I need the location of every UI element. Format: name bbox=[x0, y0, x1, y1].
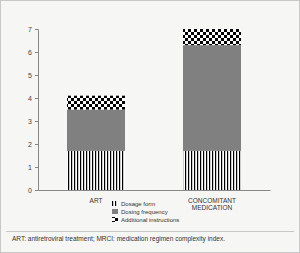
bar-segment bbox=[67, 96, 125, 110]
legend-swatch bbox=[112, 217, 118, 222]
y-tick-mark bbox=[35, 167, 38, 168]
y-tick-mark bbox=[35, 29, 38, 30]
bars bbox=[67, 29, 241, 190]
legend-swatch bbox=[112, 209, 118, 214]
y-tick-label: 3 bbox=[28, 118, 32, 125]
legend-label: Dosing frequency bbox=[121, 209, 168, 215]
y-tick-mark bbox=[35, 121, 38, 122]
y-tick-label: 6 bbox=[28, 49, 32, 56]
y-tick: 6 bbox=[28, 49, 38, 56]
y-tick: 7 bbox=[28, 26, 38, 33]
y-tick: 1 bbox=[28, 164, 38, 171]
x-tick: CONCOMITANTMEDICATION bbox=[188, 190, 236, 211]
series bbox=[67, 29, 241, 110]
y-axis: 0 1 2 3 4 5 6 7 bbox=[28, 26, 38, 194]
chart: 0 1 2 3 4 5 6 7 ART CONCOMITANTMEDICATION Dosage f… bbox=[0, 0, 300, 253]
bar-segment bbox=[67, 110, 125, 151]
y-tick-label: 0 bbox=[28, 187, 32, 194]
bar-segment bbox=[67, 151, 125, 190]
y-tick-label: 4 bbox=[28, 95, 32, 102]
bar-segment bbox=[183, 29, 241, 45]
y-tick: 3 bbox=[28, 118, 38, 125]
bar-segment bbox=[183, 45, 241, 151]
x-axis-line bbox=[39, 190, 271, 191]
y-tick-mark bbox=[35, 75, 38, 76]
y-tick: 5 bbox=[28, 72, 38, 79]
y-tick-mark bbox=[35, 52, 38, 53]
legend: Dosage form Dosing frequency Additional in… bbox=[112, 201, 179, 223]
legend-swatch bbox=[112, 201, 118, 206]
background bbox=[1, 1, 300, 253]
plot: 0 1 2 3 4 5 6 7 ART CONCOMITANTMEDICATION bbox=[28, 26, 270, 211]
y-tick-mark bbox=[35, 98, 38, 99]
x-tick-label: ART bbox=[90, 197, 103, 204]
y-tick-mark bbox=[35, 190, 38, 191]
legend-item: Dosing frequency bbox=[112, 209, 168, 215]
footnote: ART: antiretroviral treatment; MRCI: med… bbox=[12, 235, 288, 243]
y-tick-label: 5 bbox=[28, 72, 32, 79]
y-tick-label: 1 bbox=[28, 164, 32, 171]
legend-item: Dosage form bbox=[112, 201, 155, 207]
legend-label: Dosage form bbox=[121, 201, 155, 207]
legend-item: Additional instructions bbox=[112, 217, 179, 223]
y-tick: 4 bbox=[28, 95, 38, 102]
y-tick-mark bbox=[35, 144, 38, 145]
separator bbox=[6, 231, 294, 232]
legend-label: Additional instructions bbox=[121, 217, 179, 223]
y-axis-line bbox=[35, 30, 39, 191]
y-tick-label: 2 bbox=[28, 141, 32, 148]
series bbox=[67, 45, 241, 151]
bar-segment bbox=[183, 151, 241, 190]
y-tick: 2 bbox=[28, 141, 38, 148]
x-tick: ART bbox=[90, 190, 103, 204]
x-tick-label: CONCOMITANTMEDICATION bbox=[188, 197, 236, 211]
y-tick-label: 7 bbox=[28, 26, 32, 33]
y-tick: 0 bbox=[28, 187, 38, 194]
series bbox=[67, 151, 241, 190]
